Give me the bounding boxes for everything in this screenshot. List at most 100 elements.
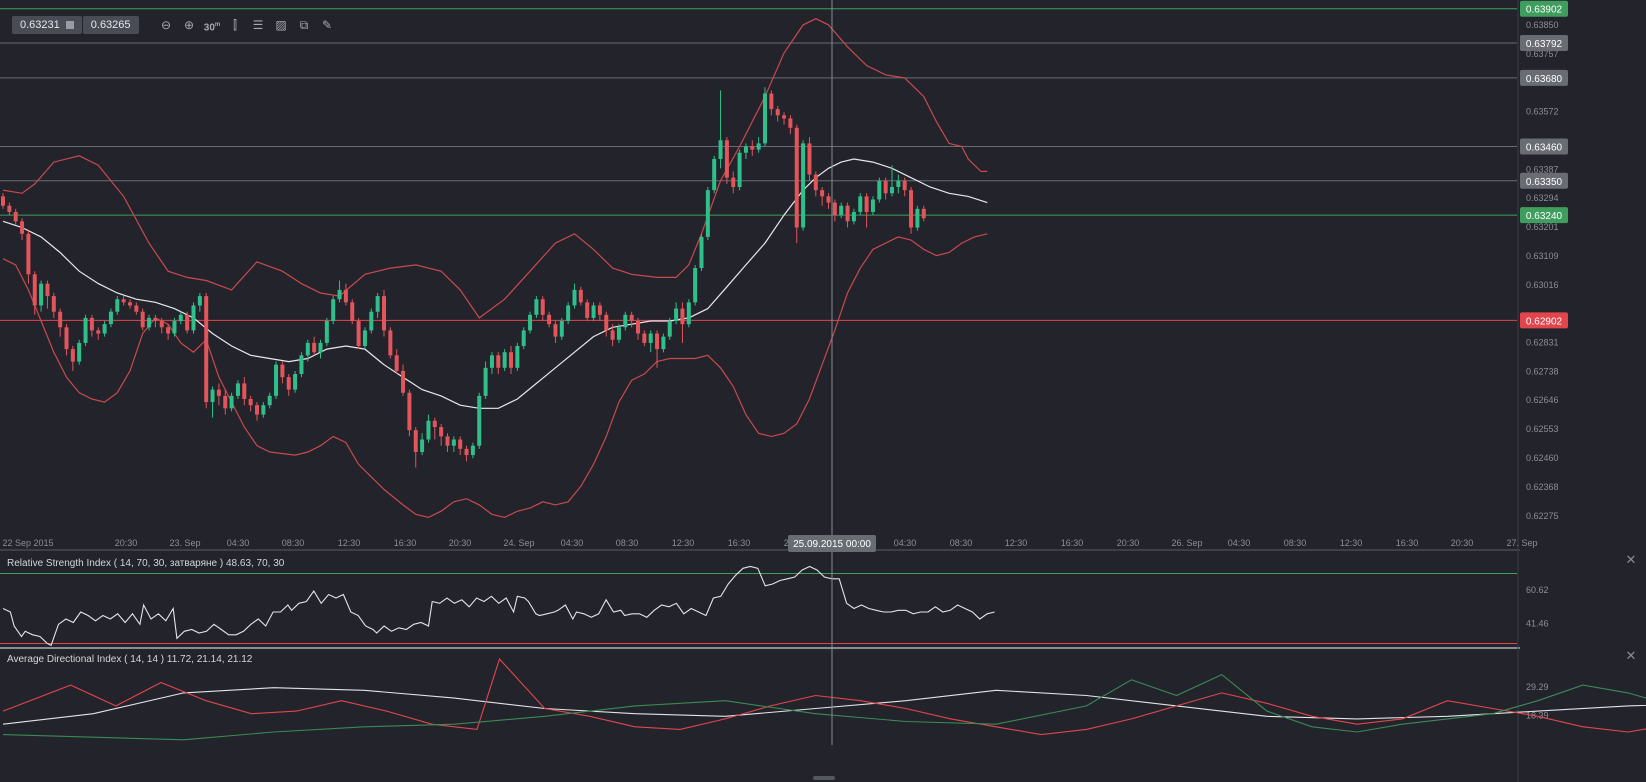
candle-body (813, 174, 818, 191)
candle-body (820, 190, 825, 197)
candle-body (559, 321, 564, 337)
price-tick-label: 0.63201 (1526, 222, 1559, 232)
candle-body (267, 395, 272, 406)
candle-body (51, 296, 56, 312)
rsi-series-line (2, 565, 995, 647)
candle-body (515, 345, 520, 368)
candle-body (172, 321, 177, 334)
level-label: 0.63460 (1526, 142, 1563, 153)
rsi-panel[interactable]: 60.62 41.46 (0, 565, 1549, 647)
candle-body (13, 211, 18, 222)
timeframe-button[interactable]: 30m (201, 16, 224, 34)
indicators-icon[interactable]: ☰ (252, 18, 264, 32)
candles-icon[interactable]: ⫿ (233, 18, 237, 32)
price-tick-label: 0.62553 (1526, 424, 1559, 434)
candle-body (64, 327, 69, 350)
zoom-out-icon[interactable]: ⊖ (161, 18, 172, 32)
draw-icon[interactable]: ✎ (322, 18, 333, 32)
chart-type-icon[interactable]: ▨ (275, 18, 287, 32)
candle-body (737, 152, 742, 188)
candle-body (572, 289, 577, 306)
candle-body (655, 333, 660, 350)
candle-body (839, 205, 844, 216)
candle-body (756, 143, 761, 150)
candle-body (769, 93, 774, 110)
candle-body (629, 314, 634, 322)
candle-body (362, 330, 367, 346)
time-tick-label: 08:30 (616, 538, 639, 548)
time-tick-label: 04:30 (561, 538, 584, 548)
candle-body (553, 324, 558, 337)
time-tick-label: 24. Sep (503, 538, 534, 548)
level-label: 0.63792 (1526, 39, 1563, 50)
close-rsi-icon[interactable]: ✕ (1625, 552, 1637, 567)
candle-body (661, 336, 666, 350)
time-tick-label: 16:30 (1061, 538, 1084, 548)
candle-body (286, 377, 291, 390)
time-tick-label: 16:30 (728, 538, 751, 548)
candle-body (680, 308, 685, 325)
price-tick-label: 0.63757 (1526, 49, 1559, 59)
rsi-title: Relative Strength Index ( 14, 70, 30, за… (7, 558, 285, 569)
candle-body (807, 143, 812, 175)
ask-price[interactable]: 0.63265 (82, 16, 139, 34)
level-label: 0.63240 (1526, 211, 1563, 222)
candle-body (502, 352, 507, 368)
candle-body (870, 199, 875, 212)
crosshair: 25.09.2015 00:00 (788, 0, 876, 745)
candle-body (724, 140, 729, 178)
candle-body (248, 398, 253, 406)
adx-title: Average Directional Index ( 14, 14 ) 11.… (7, 654, 253, 665)
candle-body (382, 296, 386, 331)
level-label-box (1520, 138, 1568, 155)
candle-body (775, 109, 780, 116)
bid-price[interactable]: 0.63231 (12, 16, 82, 34)
zoom-in-icon[interactable]: ⊕ (184, 18, 195, 32)
level-label-box (1520, 69, 1568, 86)
candle-body (45, 283, 50, 297)
time-tick-label: 08:30 (1284, 538, 1307, 548)
adx-series-line (2, 673, 1646, 741)
adx-tick-label: 18.39 (1526, 710, 1549, 720)
candle-body (375, 296, 380, 312)
time-tick-label: 04:30 (227, 538, 250, 548)
chart-tools: ⊖ ⊕ 30m ⫿ ☰ ▨ ⧉ ✎ (155, 16, 339, 34)
resize-handle[interactable] (813, 776, 835, 780)
close-adx-icon[interactable]: ✕ (1625, 648, 1637, 663)
candle-body (763, 93, 767, 144)
candle-body (185, 314, 190, 331)
candle-body (496, 355, 501, 368)
price-tick-label: 0.63850 (1526, 20, 1559, 30)
candle-body (337, 289, 342, 300)
candle-body (413, 430, 418, 452)
candle-body (788, 118, 793, 128)
time-tick-label: 08:30 (282, 538, 305, 548)
adx-tick-label: 29.29 (1526, 682, 1549, 692)
price-tick-label: 0.62460 (1526, 453, 1559, 463)
candle-body (648, 333, 653, 343)
objects-icon[interactable]: ⧉ (299, 18, 309, 32)
candle-body (705, 190, 710, 237)
candle-body (509, 352, 513, 368)
candle-body (636, 321, 640, 334)
candle-body (229, 395, 234, 409)
candle-body (242, 383, 247, 399)
price-levels (0, 8, 1517, 321)
level-label-box (1520, 172, 1568, 189)
candle-body (83, 317, 88, 343)
candle-body (77, 342, 82, 362)
adx-panel[interactable]: 29.29 18.39 (2, 657, 1646, 741)
candle-body (693, 268, 698, 303)
candle-body (274, 364, 279, 396)
time-tick-label: 20:30 (1117, 538, 1140, 548)
candle-body (305, 342, 310, 356)
candle-body (261, 405, 266, 415)
candle-body (610, 330, 615, 340)
candle-body (489, 355, 494, 368)
candle-body (616, 327, 621, 340)
candle-body (235, 383, 240, 396)
time-tick-label: 16:30 (1396, 538, 1419, 548)
candle-body (686, 302, 691, 325)
adx-series-line (2, 657, 1646, 736)
